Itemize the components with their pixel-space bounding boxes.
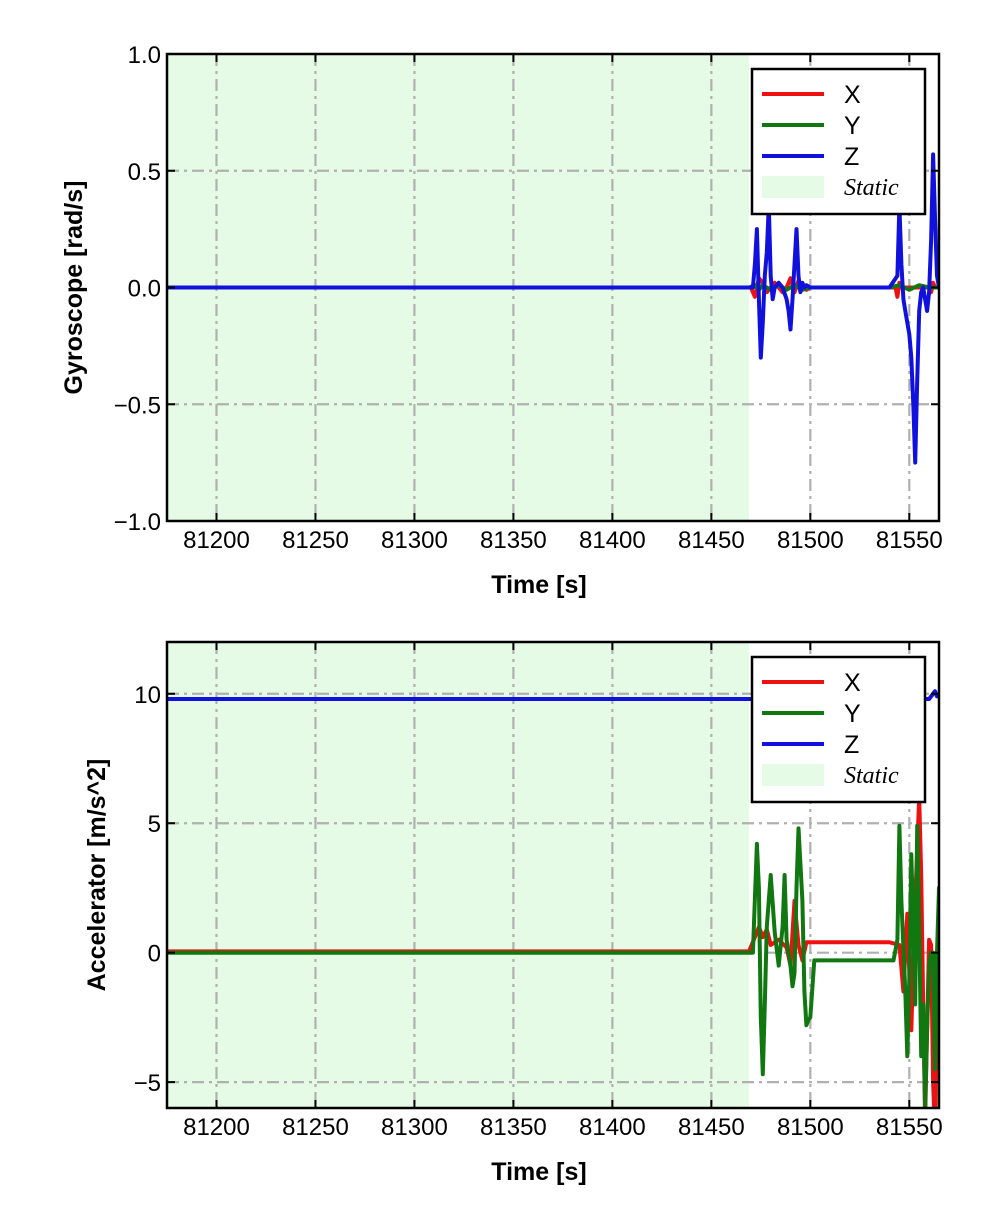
legend-label-x: X [844, 669, 861, 697]
legend-swatch-static [762, 764, 824, 786]
y-tick-label: −1.0 [114, 509, 161, 536]
x-tick-label: 81550 [876, 1114, 943, 1141]
x-tick-label: 81450 [678, 1114, 745, 1141]
y-tick-label: −5 [134, 1070, 161, 1097]
legend-label-z: Z [844, 731, 859, 759]
y-tick-label: −0.5 [114, 392, 161, 419]
y-tick-label: 0.0 [128, 276, 161, 303]
x-tick-label: 81550 [876, 527, 943, 554]
legend-label-y: Y [844, 112, 861, 140]
series-line-y [167, 823, 939, 1108]
x-tick-label: 81200 [183, 527, 250, 554]
x-tick-label: 81500 [777, 527, 844, 554]
x-tick-label: 81200 [183, 1114, 250, 1141]
static-region [167, 642, 749, 1108]
y-axis-title: Gyroscope [rad/s] [60, 181, 88, 395]
legend-label-static: Static [844, 763, 899, 789]
x-tick-label: 81400 [579, 1114, 646, 1141]
y-tick-label: 0 [148, 941, 161, 968]
legend-label-z: Z [844, 143, 859, 171]
gyroscope-chart: 81200 81250 81300 81350 81400 81450 81500 81550… [60, 42, 943, 599]
x-tick-label: 81250 [282, 1114, 349, 1141]
x-tick-label: 81300 [381, 527, 448, 554]
y-tick-label: 10 [134, 682, 161, 709]
series-line-z [167, 152, 939, 465]
y-axis-title: Accelerator [m/s^2] [83, 759, 111, 992]
legend-label-y: Y [844, 700, 861, 728]
x-tick-label: 81450 [678, 527, 745, 554]
x-tick-label: 81250 [282, 527, 349, 554]
y-tick-label: 0.5 [128, 159, 161, 186]
plot-frame [165, 640, 941, 1110]
x-tick-label: 81300 [381, 1114, 448, 1141]
x-tick-label: 81350 [480, 1114, 547, 1141]
legend: XYZ Static [750, 67, 927, 216]
x-tick-label: 81400 [579, 527, 646, 554]
legend-label-x: X [844, 81, 861, 109]
x-tick-label: 81350 [480, 527, 547, 554]
accelerometer-chart: 81200 81250 81300 81350 81400 81450 81500 81550… [83, 640, 943, 1186]
legend: XYZ Static [750, 655, 927, 804]
legend-swatch-static [762, 176, 824, 198]
y-tick-label: 5 [148, 811, 161, 838]
legend-label-static: Static [844, 175, 899, 201]
x-axis-title: Time [s] [491, 1158, 586, 1186]
x-tick-label: 81500 [777, 1114, 844, 1141]
y-tick-label: 1.0 [128, 42, 161, 69]
x-axis-title: Time [s] [491, 571, 586, 599]
